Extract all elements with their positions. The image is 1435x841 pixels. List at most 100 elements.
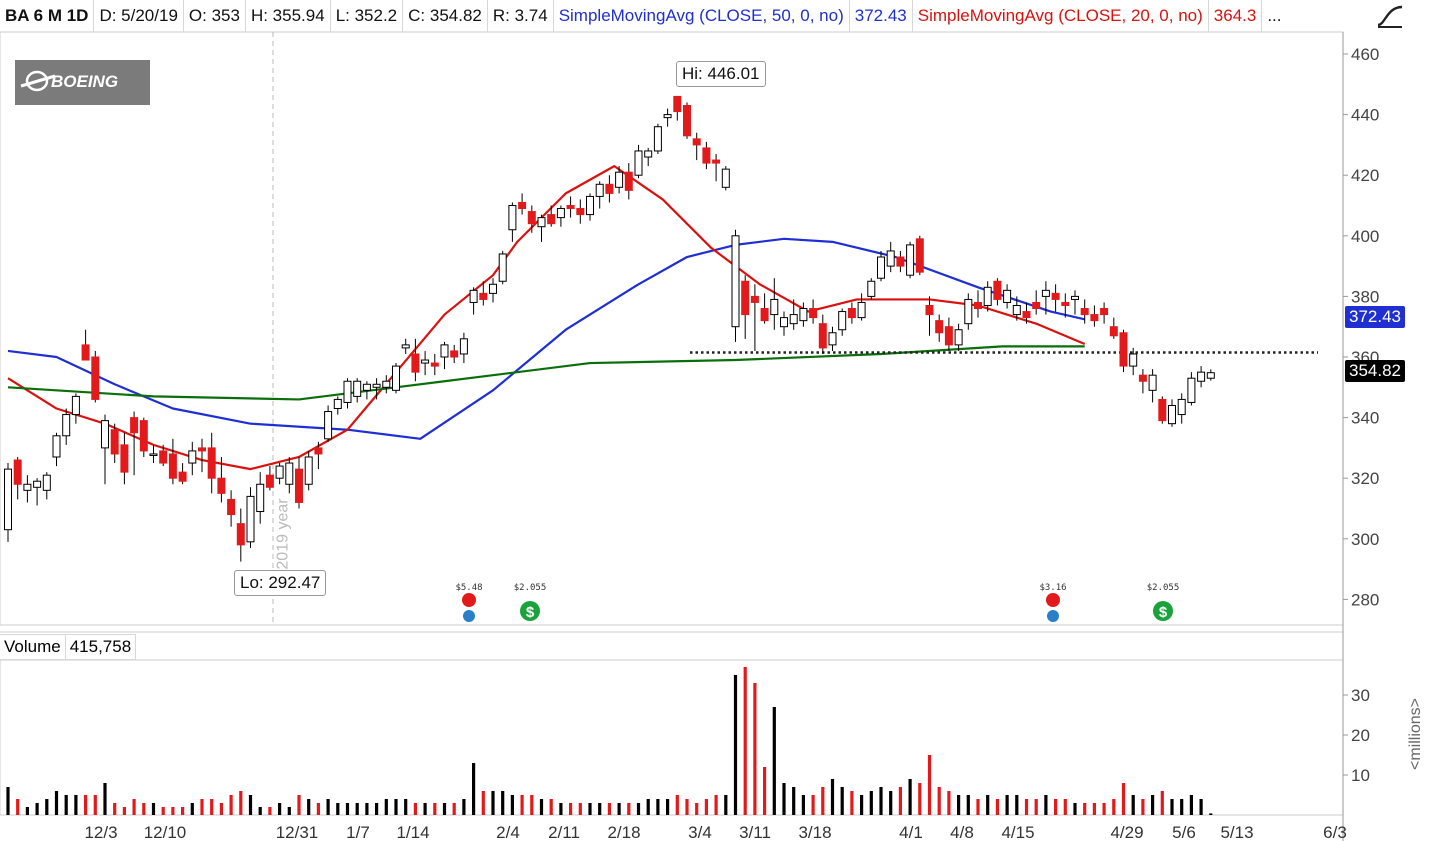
- volume-bar: [685, 799, 689, 815]
- chart-header: BA 6 M 1D D: 5/20/19 O: 353 H: 355.94 L:…: [0, 0, 1287, 32]
- candle-body: [605, 183, 614, 194]
- candle-body: [392, 365, 400, 391]
- candle-body: [236, 523, 245, 546]
- sma-line-1: [7, 165, 1086, 471]
- candle: [634, 144, 643, 179]
- volume-bar: [607, 803, 611, 815]
- candle-body: [770, 298, 779, 316]
- candle-body: [440, 344, 449, 358]
- candle: [71, 393, 80, 424]
- more-studies-button[interactable]: ...: [1267, 6, 1282, 25]
- candle-body: [906, 244, 915, 276]
- volume-bar: [1092, 803, 1096, 815]
- earnings-icon: [1046, 593, 1060, 607]
- candle: [1041, 281, 1050, 315]
- candle: [120, 432, 129, 485]
- volume-bar: [636, 803, 641, 815]
- candle: [731, 229, 740, 342]
- drawing-tool-icon[interactable]: [1345, 0, 1435, 32]
- candle-body: [547, 214, 556, 225]
- volume-bar: [122, 807, 126, 815]
- volume-bar: [355, 803, 359, 815]
- candle: [362, 381, 371, 400]
- volume-bar: [25, 807, 29, 815]
- candle-body: [314, 447, 323, 455]
- candle-body: [809, 308, 818, 319]
- volume-bar: [336, 803, 340, 815]
- low-label: L: 352.2: [331, 0, 404, 32]
- candle-body: [207, 447, 216, 479]
- candle-body: [624, 171, 633, 191]
- volume-bar: [345, 803, 350, 815]
- candle-body: [634, 150, 643, 176]
- candle-body: [295, 468, 303, 503]
- candle: [198, 438, 206, 473]
- last-price-tag: 354.82: [1345, 360, 1405, 382]
- candle: [828, 326, 837, 351]
- candle: [227, 490, 236, 527]
- candle-body: [847, 308, 856, 319]
- candle: [993, 278, 1002, 306]
- candle: [886, 241, 895, 273]
- volume-bar: [869, 791, 873, 815]
- candle: [702, 141, 711, 170]
- volume-bar: [1131, 795, 1135, 815]
- candle: [333, 396, 342, 415]
- candle-body: [828, 332, 837, 346]
- date-tick-label: 4/1: [899, 823, 923, 841]
- candle: [295, 456, 303, 509]
- candle-body: [1138, 374, 1147, 382]
- candle-body: [469, 289, 478, 303]
- candle: [935, 314, 944, 342]
- candle: [246, 487, 255, 548]
- candle-body: [537, 217, 546, 228]
- candle-body: [1080, 308, 1089, 316]
- candle: [392, 363, 400, 394]
- candle: [760, 293, 769, 324]
- volume-bar: [539, 799, 544, 815]
- price-tick-label: 280: [1351, 590, 1379, 609]
- candle-body: [459, 338, 468, 355]
- candle-body: [527, 211, 536, 225]
- candle-body: [1187, 377, 1196, 403]
- info-icon: [463, 610, 475, 622]
- candle: [974, 290, 982, 318]
- volume-bar: [501, 791, 505, 815]
- candle: [683, 102, 691, 139]
- sma20-study-label[interactable]: SimpleMovingAvg (CLOSE, 20, 0, no): [913, 0, 1209, 32]
- symbol-label[interactable]: BA 6 M 1D: [0, 0, 95, 32]
- dividend-icon: [520, 601, 540, 621]
- earnings-icon: [462, 593, 476, 607]
- sma50-study-label[interactable]: SimpleMovingAvg (CLOSE, 50, 0, no): [554, 0, 850, 32]
- candle: [188, 441, 197, 476]
- high-callout: Hi: 446.01: [676, 61, 766, 87]
- candle-body: [954, 329, 963, 346]
- candle: [256, 472, 265, 524]
- volume-bar: [860, 795, 864, 815]
- candle: [275, 463, 284, 485]
- volume-bar: [1015, 795, 1019, 815]
- candle-body: [1041, 289, 1050, 297]
- date-tick-label: 12/3: [84, 823, 117, 841]
- candle: [430, 353, 439, 376]
- candle-body: [983, 286, 992, 306]
- info-icon: [1047, 610, 1059, 622]
- candle-body: [576, 208, 585, 216]
- candle-body: [1032, 301, 1041, 310]
- volume-bar: [617, 803, 621, 815]
- sma20-value: 364.3: [1209, 0, 1263, 32]
- candle: [382, 375, 391, 394]
- date-tick-label: 4/29: [1110, 823, 1143, 841]
- volume-bar: [578, 803, 582, 815]
- range-label: R: 3.74: [488, 0, 554, 32]
- candle: [139, 417, 148, 457]
- candle: [847, 302, 856, 324]
- candlesticks: [4, 95, 1215, 562]
- sma50-price-tag: 372.43: [1345, 306, 1405, 328]
- volume-bar: [695, 803, 699, 815]
- candle: [780, 311, 788, 336]
- date-tick-label: 12/10: [144, 823, 187, 841]
- candle: [527, 205, 536, 233]
- candle: [537, 214, 546, 242]
